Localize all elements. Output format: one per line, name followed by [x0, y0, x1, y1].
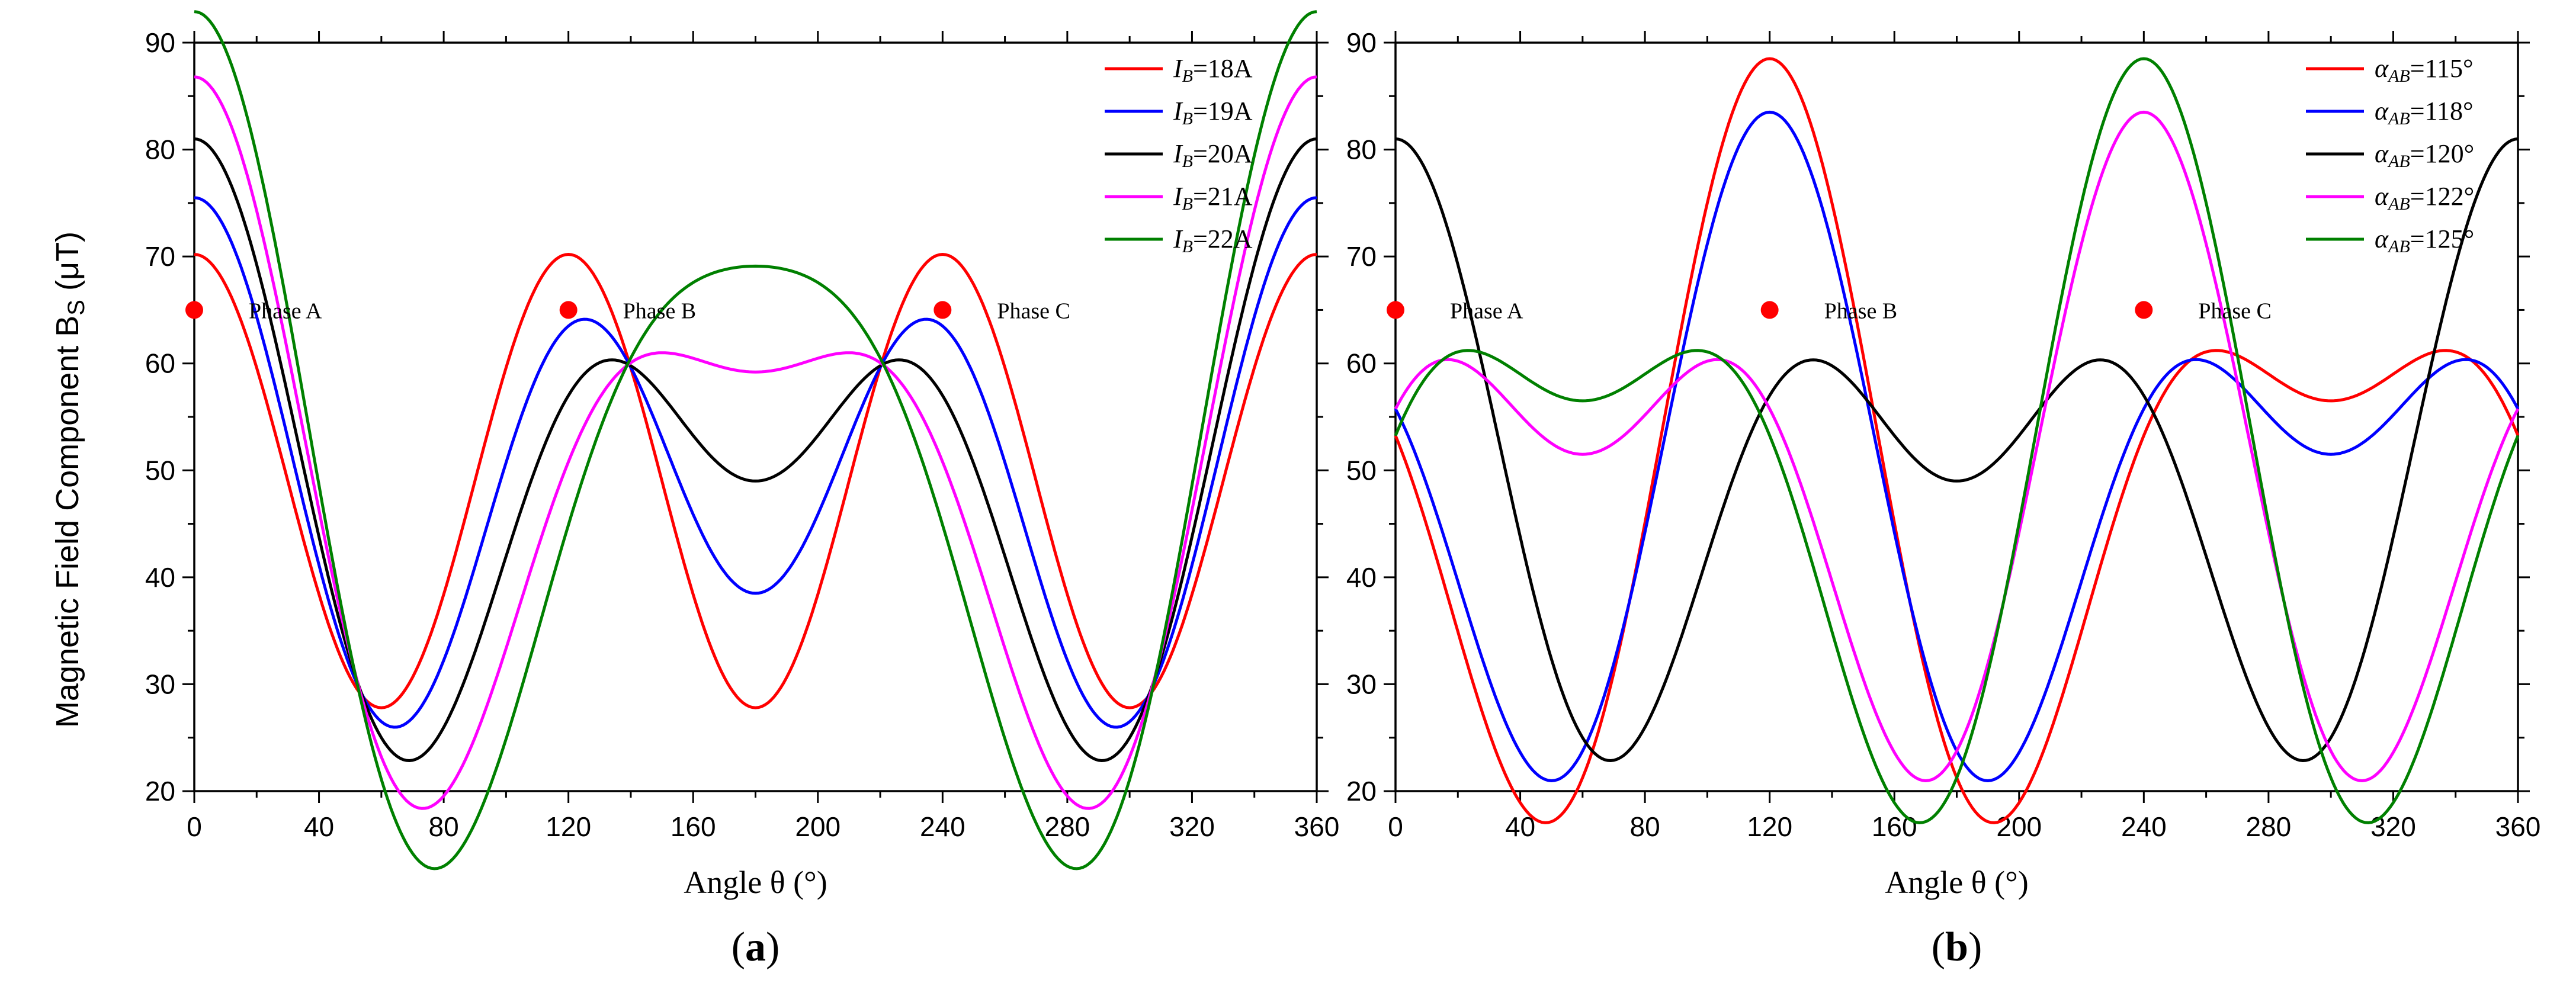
x-axis-title: Angle θ (°)	[684, 865, 827, 900]
y-tick-label: 80	[145, 134, 175, 165]
series-line-122°	[1394, 110, 2520, 782]
phase-marker	[1760, 301, 1779, 319]
chart-panel-a: 20 30 40 50 60 70 80 90 0 40 80 120 160 200 240 280 320 3…	[145, 10, 1340, 970]
legend-label: IB=19A	[1173, 97, 1253, 129]
x-tick-label: 120	[546, 811, 591, 842]
legend-label: αAB=125°	[2375, 224, 2474, 256]
phase-marker	[185, 301, 203, 319]
phase-label: Phase C	[2198, 298, 2272, 323]
y-tick-label: 40	[1346, 562, 1377, 593]
phase-label: Phase B	[623, 298, 697, 323]
phase-label: Phase C	[997, 298, 1070, 323]
y-tick-label: 20	[1346, 776, 1377, 807]
y-tick-label: 90	[1346, 27, 1377, 58]
x-tick-label: 80	[429, 811, 459, 842]
series-line-21A	[194, 75, 1317, 810]
series-line-20A	[194, 137, 1317, 762]
series-line-18A	[194, 253, 1317, 709]
legend-label: IB=18A	[1173, 54, 1253, 86]
legend-label: αAB=120°	[2375, 139, 2474, 171]
legend-label: αAB=122°	[2375, 182, 2474, 214]
phase-marker	[559, 301, 578, 319]
panel-label: (b)	[1932, 924, 1982, 970]
y-tick-label: 70	[1346, 241, 1377, 272]
x-tick-label: 320	[2370, 811, 2416, 842]
y-tick-label: 70	[145, 241, 175, 272]
x-tick-label: 240	[2121, 811, 2167, 842]
y-tick-label: 80	[1346, 134, 1377, 165]
x-tick-label: 360	[1294, 811, 1340, 842]
y-tick-label: 50	[145, 455, 175, 486]
legend-label: IB=21A	[1173, 182, 1253, 214]
phase-label: Phase A	[249, 298, 322, 323]
y-axis-title: Magnetic Field Component BS (μT)	[50, 232, 89, 728]
x-tick-label: 160	[671, 811, 716, 842]
y-tick-label: 30	[145, 669, 175, 699]
y-tick-label: 90	[145, 27, 175, 58]
x-axis-title: Angle θ (°)	[1885, 865, 2028, 900]
legend-label: αAB=118°	[2375, 97, 2474, 129]
x-tick-label: 120	[1747, 811, 1792, 842]
y-tick-label: 60	[1346, 348, 1377, 379]
phase-marker	[933, 301, 952, 319]
x-tick-label: 280	[2246, 811, 2292, 842]
series-line-19A	[194, 196, 1317, 729]
y-tick-label: 40	[145, 562, 175, 593]
x-tick-label: 320	[1169, 811, 1215, 842]
legend-label: αAB=115°	[2375, 54, 2474, 86]
x-tick-label: 360	[2495, 811, 2541, 842]
phase-marker	[1387, 301, 1404, 319]
x-tick-label: 0	[1388, 811, 1403, 842]
x-tick-label: 200	[1996, 811, 2042, 842]
y-tick-label: 60	[145, 348, 175, 379]
legend-label: IB=20A	[1173, 139, 1253, 171]
series-line-125°	[1394, 57, 2520, 824]
phase-marker	[2135, 301, 2153, 319]
x-tick-label: 40	[304, 811, 334, 842]
series-line-120°	[1395, 137, 2519, 762]
legend-label: IB=22A	[1173, 224, 1253, 256]
panel-label: (a)	[732, 924, 780, 970]
x-tick-label: 160	[1872, 811, 1917, 842]
x-tick-label: 240	[920, 811, 965, 842]
phase-label: Phase A	[1450, 298, 1523, 323]
x-tick-label: 280	[1045, 811, 1090, 842]
series-line-118°	[1394, 110, 2520, 782]
y-tick-label: 30	[1346, 669, 1377, 699]
x-tick-label: 80	[1630, 811, 1660, 842]
series-line-115°	[1394, 57, 2520, 824]
x-tick-label: 0	[187, 811, 202, 842]
x-tick-label: 200	[795, 811, 841, 842]
y-tick-label: 20	[145, 776, 175, 807]
series-line-22A	[194, 10, 1317, 870]
y-tick-label: 50	[1346, 455, 1377, 486]
phase-label: Phase B	[1824, 298, 1898, 323]
